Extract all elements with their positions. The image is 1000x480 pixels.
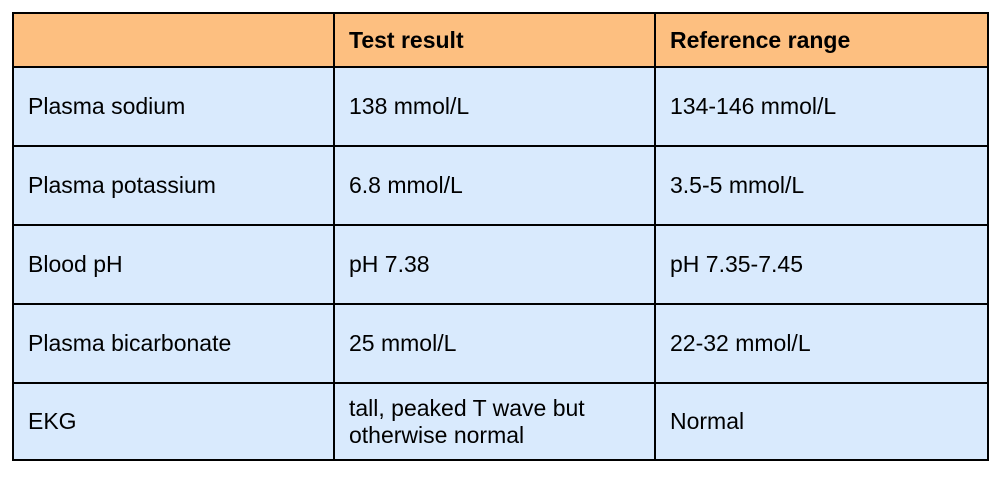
header-cell-reference-range: Reference range (654, 12, 989, 68)
header-cell-test-result: Test result (333, 12, 656, 68)
cell-test-name: Plasma potassium (12, 145, 335, 226)
table-row: Blood pH pH 7.38 pH 7.35-7.45 (12, 224, 989, 305)
cell-reference-range: pH 7.35-7.45 (654, 224, 989, 305)
cell-reference-range: 22-32 mmol/L (654, 303, 989, 384)
cell-test-result: 6.8 mmol/L (333, 145, 656, 226)
cell-test-name: Plasma sodium (12, 66, 335, 147)
table-row: Plasma sodium 138 mmol/L 134-146 mmol/L (12, 66, 989, 147)
cell-test-name: Plasma bicarbonate (12, 303, 335, 384)
cell-test-result: 138 mmol/L (333, 66, 656, 147)
cell-test-name: Blood pH (12, 224, 335, 305)
cell-reference-range: 3.5-5 mmol/L (654, 145, 989, 226)
table-row: Plasma potassium 6.8 mmol/L 3.5-5 mmol/L (12, 145, 989, 226)
header-cell-test-name (12, 12, 335, 68)
cell-test-result: pH 7.38 (333, 224, 656, 305)
cell-reference-range: Normal (654, 382, 989, 461)
table-header-row: Test result Reference range (12, 12, 989, 68)
cell-reference-range: 134-146 mmol/L (654, 66, 989, 147)
cell-test-result: 25 mmol/L (333, 303, 656, 384)
table-row: EKG tall, peaked T wave but otherwise no… (12, 382, 989, 461)
cell-test-result: tall, peaked T wave but otherwise normal (333, 382, 656, 461)
cell-test-name: EKG (12, 382, 335, 461)
lab-results-table: Test result Reference range Plasma sodiu… (12, 12, 989, 461)
lab-results-table-container: Test result Reference range Plasma sodiu… (12, 12, 989, 461)
table-row: Plasma bicarbonate 25 mmol/L 22-32 mmol/… (12, 303, 989, 384)
